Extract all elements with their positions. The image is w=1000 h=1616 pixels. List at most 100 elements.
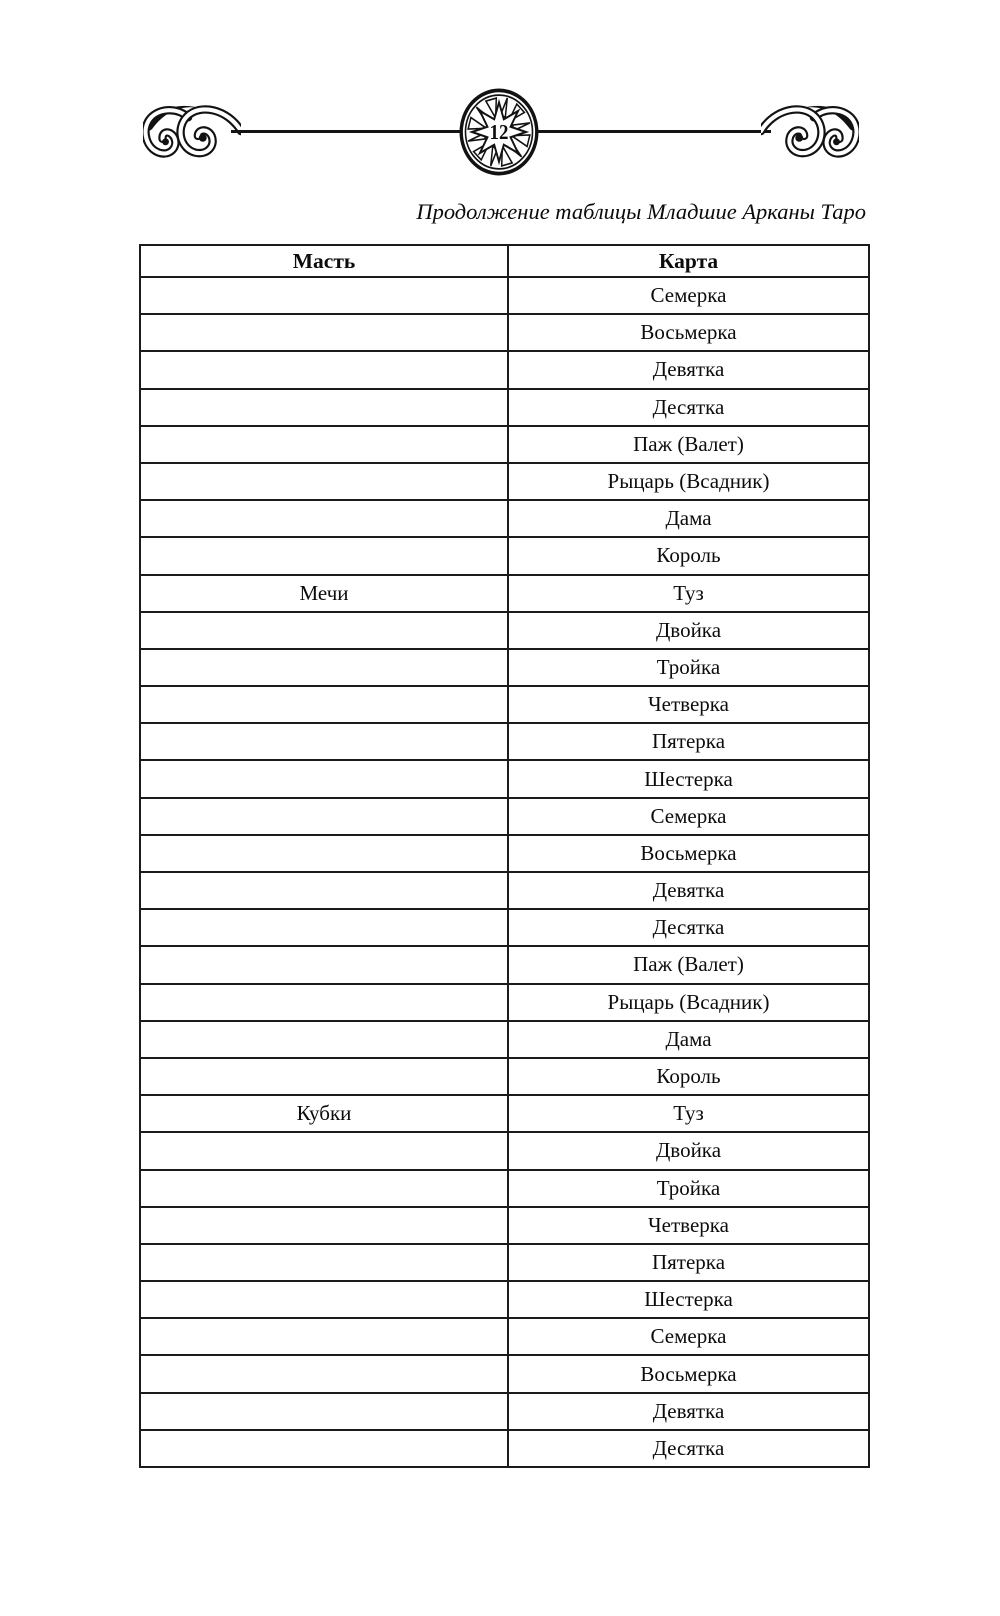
card-cell: Шестерка bbox=[507, 1280, 870, 1320]
suit-cell bbox=[139, 461, 509, 502]
suit-cell bbox=[139, 945, 509, 985]
card-cell: Восьмерка bbox=[507, 1354, 870, 1394]
suit-cell bbox=[139, 982, 509, 1022]
card-cell: Рыцарь (Всадник) bbox=[507, 461, 870, 502]
suit-cell bbox=[139, 1168, 509, 1208]
suit-cell bbox=[139, 1242, 509, 1283]
page-number: 12 bbox=[490, 121, 509, 144]
suit-cell bbox=[139, 1391, 509, 1431]
suit-cell: Кубки bbox=[139, 1094, 509, 1134]
card-cell: Шестерка bbox=[507, 759, 870, 799]
table-row: Десятка bbox=[139, 387, 870, 427]
rule-right bbox=[537, 130, 771, 133]
page-number-medallion: 12 bbox=[459, 88, 539, 176]
card-cell: Пятерка bbox=[507, 1242, 870, 1283]
card-cell: Король bbox=[507, 1056, 870, 1097]
table-row: Двойка bbox=[139, 610, 870, 650]
table-row: Девятка bbox=[139, 350, 870, 390]
suit-cell bbox=[139, 536, 509, 576]
card-cell: Десятка bbox=[507, 387, 870, 427]
suit-cell bbox=[139, 1205, 509, 1245]
table-row: Семерка bbox=[139, 275, 870, 316]
table-row: Девятка bbox=[139, 1391, 870, 1431]
suit-cell bbox=[139, 499, 509, 539]
card-cell: Девятка bbox=[507, 870, 870, 911]
table-row: Мечи Туз bbox=[139, 573, 870, 613]
card-cell: Четверка bbox=[507, 1205, 870, 1245]
card-cell: Десятка bbox=[507, 908, 870, 948]
suit-cell bbox=[139, 350, 509, 390]
table-row: Дама bbox=[139, 1019, 870, 1059]
card-cell: Пятерка bbox=[507, 722, 870, 762]
card-cell: Дама bbox=[507, 499, 870, 539]
card-cell: Паж (Валет) bbox=[507, 424, 870, 464]
card-cell: Туз bbox=[507, 573, 870, 613]
table-row: Дама bbox=[139, 499, 870, 539]
suit-cell bbox=[139, 870, 509, 911]
table-row: Восьмерка bbox=[139, 1354, 870, 1394]
table-row: Пятерка bbox=[139, 722, 870, 762]
suit-cell bbox=[139, 647, 509, 688]
suit-cell bbox=[139, 685, 509, 725]
card-cell: Десятка bbox=[507, 1428, 870, 1469]
suit-cell bbox=[139, 1280, 509, 1320]
table-row: Кубки Туз bbox=[139, 1094, 870, 1134]
table-row: Восьмерка bbox=[139, 313, 870, 353]
card-cell: Восьмерка bbox=[507, 833, 870, 874]
suit-cell bbox=[139, 1428, 509, 1469]
table-row: Семерка bbox=[139, 1317, 870, 1357]
card-cell: Двойка bbox=[507, 1131, 870, 1171]
table-row: Семерка bbox=[139, 796, 870, 836]
table-row: Рыцарь (Всадник) bbox=[139, 982, 870, 1022]
suit-cell bbox=[139, 387, 509, 427]
table-row: Двойка bbox=[139, 1131, 870, 1171]
card-cell: Восьмерка bbox=[507, 313, 870, 353]
table-row: Шестерка bbox=[139, 1280, 870, 1320]
tarot-minor-arcana-table: Масть Карта Семерка Восьмерка Девятка Де… bbox=[139, 244, 870, 1469]
table-row: Восьмерка bbox=[139, 833, 870, 874]
table-row: Шестерка bbox=[139, 759, 870, 799]
table-row: Десятка bbox=[139, 908, 870, 948]
card-cell: Девятка bbox=[507, 1391, 870, 1431]
column-header-suit: Масть bbox=[139, 244, 509, 278]
card-cell: Семерка bbox=[507, 796, 870, 836]
suit-cell bbox=[139, 313, 509, 353]
card-cell: Двойка bbox=[507, 610, 870, 650]
card-cell: Семерка bbox=[507, 275, 870, 316]
suit-cell bbox=[139, 1354, 509, 1394]
card-cell: Девятка bbox=[507, 350, 870, 390]
scroll-flourish-left-icon bbox=[143, 105, 241, 158]
suit-cell bbox=[139, 275, 509, 316]
card-cell: Дама bbox=[507, 1019, 870, 1059]
table-row: Король bbox=[139, 1056, 870, 1097]
card-cell: Тройка bbox=[507, 647, 870, 688]
table-row: Паж (Валет) bbox=[139, 945, 870, 985]
table-header-row: Масть Карта bbox=[139, 244, 870, 278]
table-row: Четверка bbox=[139, 1205, 870, 1245]
suit-cell bbox=[139, 1317, 509, 1357]
table-row: Тройка bbox=[139, 1168, 870, 1208]
suit-cell bbox=[139, 610, 509, 650]
table-row: Паж (Валет) bbox=[139, 424, 870, 464]
card-cell: Рыцарь (Всадник) bbox=[507, 982, 870, 1022]
sunburst-ornament bbox=[467, 96, 531, 168]
table-row: Рыцарь (Всадник) bbox=[139, 461, 870, 502]
suit-cell bbox=[139, 796, 509, 836]
table-row: Король bbox=[139, 536, 870, 576]
suit-cell bbox=[139, 1056, 509, 1097]
table-row: Тройка bbox=[139, 647, 870, 688]
table-row: Десятка bbox=[139, 1428, 870, 1469]
table-body: Семерка Восьмерка Девятка Десятка Паж (В… bbox=[139, 275, 870, 1469]
card-cell: Семерка bbox=[507, 1317, 870, 1357]
table-row: Девятка bbox=[139, 870, 870, 911]
header-ornament: 12 bbox=[135, 88, 865, 180]
card-cell: Тройка bbox=[507, 1168, 870, 1208]
suit-cell bbox=[139, 833, 509, 874]
card-cell: Туз bbox=[507, 1094, 870, 1134]
suit-cell bbox=[139, 1131, 509, 1171]
table-row: Пятерка bbox=[139, 1242, 870, 1283]
suit-cell bbox=[139, 424, 509, 464]
rule-left bbox=[231, 130, 463, 133]
column-header-card: Карта bbox=[507, 244, 870, 278]
suit-cell bbox=[139, 759, 509, 799]
